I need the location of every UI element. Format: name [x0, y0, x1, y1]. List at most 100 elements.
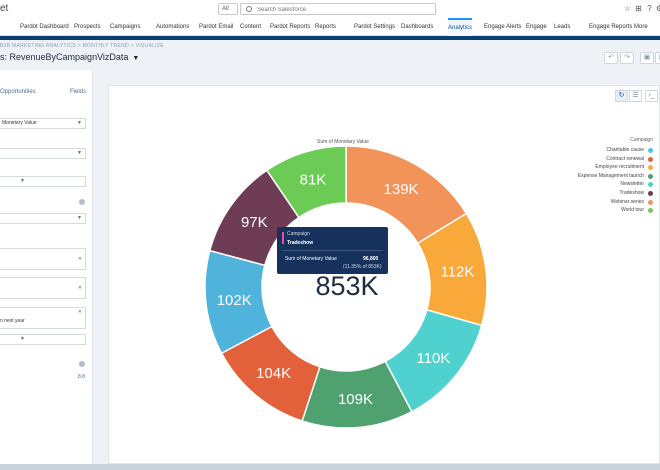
add-icon[interactable]: ⊞	[635, 4, 642, 13]
fields-link[interactable]: Fields	[70, 89, 87, 95]
tab-pardot-settings[interactable]: Pardot Settings	[354, 24, 396, 30]
legend-swatch	[648, 199, 653, 205]
legend-swatch	[648, 173, 653, 179]
chart-legend: Campaign Charitable cause Contract renewa…	[578, 137, 653, 216]
limit-value[interactable]: 8.8	[78, 374, 85, 380]
tooltip-key-sum: Sum of Monetary Value	[285, 256, 337, 262]
legend-item[interactable]: World tour	[583, 207, 653, 216]
legend-label: Employee recruitment	[595, 164, 644, 171]
legend-item[interactable]: Newsletter	[583, 181, 653, 190]
tab-engage-alerts[interactable]: Engage Alerts	[484, 24, 522, 30]
tab-prospects[interactable]: Prospects	[74, 24, 101, 30]
filter-chip-2[interactable]: ✕	[0, 277, 86, 299]
tab-analytics[interactable]: Analytics	[448, 18, 473, 36]
donut-chart[interactable]: 139K 112K 110K 109K 104K 102K 97K 81K	[109, 86, 660, 465]
legend-swatch	[648, 148, 653, 153]
tab-automations[interactable]: Automations	[156, 24, 190, 30]
slice-label: 110K	[416, 350, 450, 367]
close-icon[interactable]: ✕	[77, 285, 82, 291]
legend-label: Webinar series	[610, 198, 644, 205]
legend-label: Expense Management launch	[577, 172, 644, 179]
tooltip-value-sum: 96,800	[363, 256, 379, 262]
legend-swatch	[648, 190, 653, 196]
legend-label: Charitable cause	[606, 147, 644, 153]
legend-swatch	[648, 208, 653, 214]
slice-label: 104K	[256, 365, 291, 382]
table-view-button[interactable]: ☰	[629, 90, 642, 102]
chevron-down-icon: ▼	[20, 178, 25, 184]
tooltip-divider	[282, 250, 383, 251]
tab-campaigns[interactable]: Campaigns	[110, 24, 141, 30]
legend-title: Campaign	[630, 137, 653, 143]
title-prefix: s:	[0, 52, 10, 62]
legend-swatch	[648, 156, 653, 162]
refresh-chart-button[interactable]: ↻	[615, 90, 628, 102]
dataset-label[interactable]: Opportunities	[0, 89, 36, 95]
filter-field[interactable]: ▼	[0, 213, 86, 224]
legend-label: World tour	[621, 207, 644, 214]
search-input[interactable]	[257, 5, 427, 14]
sort-field[interactable]: ▼	[0, 334, 86, 345]
legend-item[interactable]: Contract renewal	[583, 156, 653, 165]
tab-pardot-reports[interactable]: Pardot Reports	[270, 24, 311, 30]
chart-title: Sum of Monetary Value	[317, 139, 369, 145]
legend-item[interactable]: Employee recruitment	[583, 164, 653, 173]
legend-label: Newsletter	[620, 181, 644, 188]
query-panel: Opportunities Fields Monetary Value ▼ ▼ ▼…	[0, 70, 93, 464]
more-button[interactable]: ▤	[655, 52, 660, 64]
chart-canvas: ↻ ☰ ›_ Sum of Monetary Value 139K 112K 110…	[108, 85, 660, 464]
global-search[interactable]	[240, 3, 436, 15]
legend-label: Tradeshow	[619, 189, 644, 196]
legend-item[interactable]: Webinar series	[583, 199, 653, 208]
legend-swatch	[648, 165, 653, 171]
breadcrumb[interactable]: B2B MARKETING ANALYTICS > MONTHLY TREND …	[0, 43, 164, 49]
tab-reports[interactable]: Reports	[315, 24, 337, 30]
info-icon[interactable]	[79, 199, 85, 205]
search-scope-select[interactable]: All	[218, 3, 238, 15]
chevron-down-icon[interactable]: ▼	[132, 55, 140, 62]
legend-item[interactable]: Tradeshow	[583, 190, 653, 199]
close-icon[interactable]: ✕	[77, 309, 82, 315]
chevron-down-icon: ▼	[77, 215, 82, 221]
chevron-down-icon: ▼	[77, 150, 82, 156]
chart-tooltip: Campaign Tradeshow Sum of Monetary Value…	[277, 227, 388, 274]
slice-label: 102K	[217, 292, 252, 309]
settings-icon[interactable]: ⚙	[655, 4, 660, 13]
info-icon[interactable]	[79, 361, 85, 367]
tab-pardot-email[interactable]: Pardot Email	[199, 24, 234, 30]
slice-label: 97K	[241, 214, 268, 231]
close-icon[interactable]: ✕	[77, 256, 82, 262]
measure-value: Monetary Value	[2, 120, 37, 126]
legend-item[interactable]: Charitable cause	[583, 147, 653, 156]
favorites-icon[interactable]: ☆	[623, 4, 632, 13]
tab-more[interactable]: More	[634, 24, 648, 30]
group-field[interactable]: ▼	[0, 176, 86, 187]
chevron-down-icon: ▼	[20, 336, 25, 342]
page-title[interactable]: s: RevenueByCampaignVizData ▼	[0, 52, 139, 62]
save-button[interactable]: ▣	[640, 52, 654, 64]
redo-button[interactable]: ↷	[620, 52, 634, 64]
filter-chip-text: n next year	[0, 318, 25, 324]
viz-name: RevenueByCampaignVizData	[9, 52, 129, 62]
tooltip-percent: (11.35% of 853K)	[343, 264, 382, 270]
undo-button[interactable]: ↶	[604, 52, 618, 64]
tab-leads[interactable]: Leads	[554, 24, 571, 30]
legend-label: Contract renewal	[606, 155, 644, 162]
group-select[interactable]: ▼	[0, 148, 86, 159]
slice-label: 112K	[440, 264, 474, 281]
measure-select[interactable]: Monetary Value ▼	[0, 118, 86, 129]
tab-content[interactable]: Content	[240, 24, 262, 30]
donut-slice-world-tour[interactable]	[265, 145, 347, 219]
tooltip-value-campaign: Tradeshow	[287, 240, 314, 246]
tab-dashboards[interactable]: Dashboards	[401, 24, 434, 30]
help-icon[interactable]: ?	[647, 4, 652, 13]
tab-engage[interactable]: Engage	[526, 24, 547, 30]
filter-chip-3[interactable]: ✕ n next year	[0, 307, 86, 329]
tab-engage-reports[interactable]: Engage Reports	[589, 24, 633, 30]
query-mode-button[interactable]: ›_	[645, 90, 658, 102]
filter-chip-1[interactable]: ✕	[0, 248, 86, 270]
legend-item[interactable]: Expense Management launch	[578, 173, 653, 182]
tooltip-color-bar	[282, 232, 284, 244]
tab-pardot-dashboard[interactable]: Pardot Dashboard	[20, 24, 69, 30]
search-icon	[246, 6, 252, 12]
